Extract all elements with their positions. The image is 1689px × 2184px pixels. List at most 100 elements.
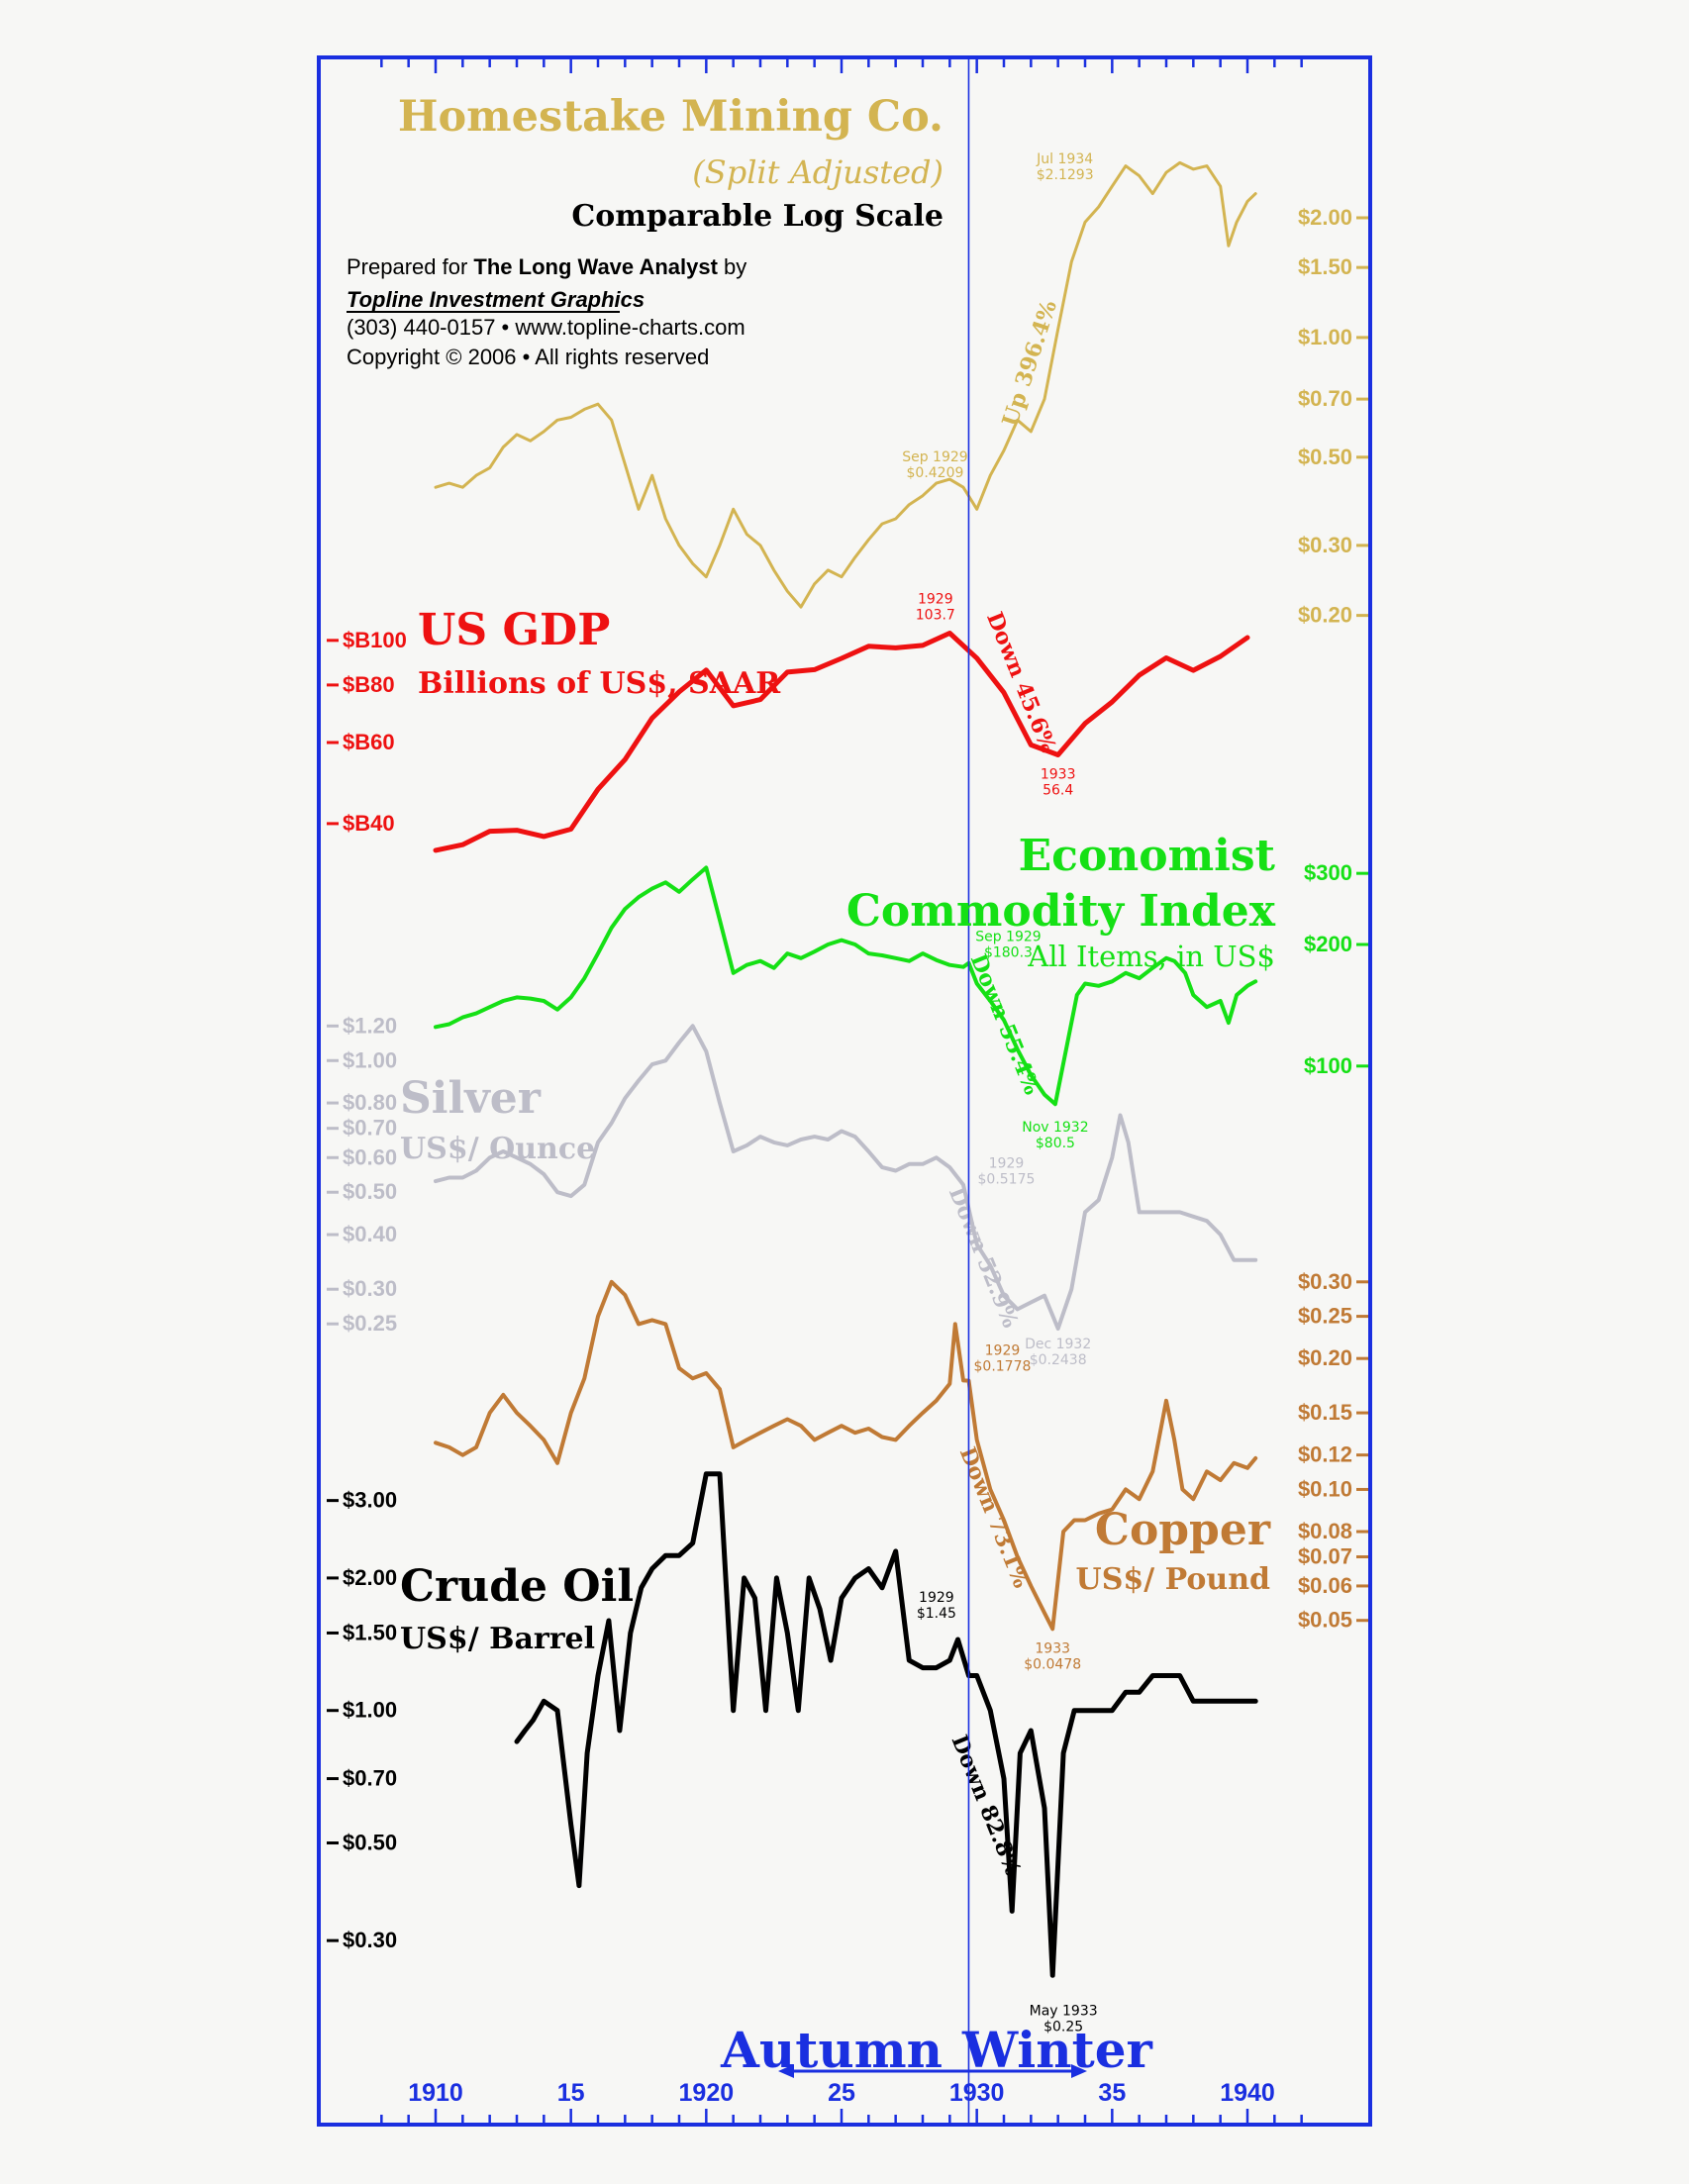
commodity-y-tick-label: $200 xyxy=(1304,932,1352,956)
chart-title: Homestake Mining Co. xyxy=(398,92,944,142)
gdp-y-tick-label: $B80 xyxy=(343,672,395,697)
copper-annotation-line: 1933 xyxy=(1035,1640,1070,1656)
prepared-client: The Long Wave Analyst xyxy=(473,254,718,279)
silver-y-tick-label: $0.40 xyxy=(343,1222,397,1246)
x-tick-label: 25 xyxy=(828,2079,855,2107)
commodity-title-line2: Commodity Index xyxy=(846,886,1276,937)
homestake-y-tick-label: $0.20 xyxy=(1298,603,1352,628)
copper-change-annotation: Down 73.1% xyxy=(954,1443,1035,1592)
homestake-annotation-line: Sep 1929 xyxy=(902,449,967,465)
silver-y-tick-label: $0.60 xyxy=(343,1144,397,1169)
commodity-subtitle: All Items, in US$ xyxy=(1027,940,1275,973)
gdp-annotation-line: 103.7 xyxy=(916,607,955,623)
copper-y-tick-label: $0.07 xyxy=(1298,1544,1352,1569)
scale-note: Comparable Log Scale xyxy=(571,199,944,234)
winter-label: Winter xyxy=(961,2021,1153,2079)
copper-annotation-line: $0.0478 xyxy=(1024,1656,1081,1672)
copper-y-tick-label: $0.08 xyxy=(1298,1519,1352,1543)
gdp-y-tick-label: $B100 xyxy=(343,628,407,652)
prepared-suffix: by xyxy=(718,254,746,279)
copper-y-tick-label: $0.30 xyxy=(1298,1269,1352,1294)
silver-series-line xyxy=(434,1024,1258,1331)
copyright-line: Copyright © 2006 • All rights reserved xyxy=(347,345,709,369)
copper-subtitle: US$/ Pound xyxy=(1076,1562,1270,1597)
prepared-prefix: Prepared for xyxy=(347,254,473,279)
silver-value-annotation: 1929 $0.5175 xyxy=(978,1156,1036,1188)
silver-y-tick-label: $1.00 xyxy=(343,1047,397,1072)
homestake-y-tick-label: $1.50 xyxy=(1298,254,1352,279)
silver-change-annotation: Down 52.9% xyxy=(944,1183,1024,1332)
copper-value-annotation: 1933 $0.0478 xyxy=(1024,1640,1081,1672)
crude_oil-y-tick-label: $2.00 xyxy=(343,1565,397,1590)
crude_oil-annotation-line: 1929 xyxy=(919,1590,954,1606)
crude_oil-change-annotation: Down 82.8% xyxy=(946,1732,1027,1880)
x-tick-label: 1940 xyxy=(1220,2079,1275,2107)
gdp-annotation-line: 1929 xyxy=(918,591,953,607)
commodity-annotation-line: $180.3 xyxy=(984,944,1033,960)
commodity-title-line1: Economist xyxy=(1019,831,1276,881)
commodity-annotation-line: $80.5 xyxy=(1036,1136,1075,1151)
prepared-line: Prepared for The Long Wave Analyst by xyxy=(347,254,746,279)
homestake-y-tick-label: $0.50 xyxy=(1298,445,1352,469)
silver-panel: $1.20 $1.00 $0.80$0.70 $0.60 $0.50 $0.40 $0.30… xyxy=(327,1013,1258,1368)
silver-annotation-line: Dec 1932 xyxy=(1025,1337,1091,1352)
copper-annotation-line: 1929 xyxy=(985,1343,1021,1359)
season-arrow-right-head xyxy=(1071,2064,1087,2078)
commodity-y-tick-label: $100 xyxy=(1304,1053,1352,1078)
gdp-y-tick-label: $B60 xyxy=(343,730,395,754)
silver-y-tick-label: $0.70 xyxy=(343,1116,397,1141)
crude_oil-y-tick-label: $3.00 xyxy=(343,1488,397,1513)
copper-y-tick-label: $0.20 xyxy=(1298,1345,1352,1370)
gdp-value-annotation: 1933 56.4 xyxy=(1041,766,1076,798)
crude_oil-y-tick-label: $0.30 xyxy=(343,1928,397,1952)
gdp-annotation-line: 56.4 xyxy=(1043,782,1073,798)
frame-ticks xyxy=(380,57,1303,2125)
x-tick-label: 1910 xyxy=(408,2079,463,2107)
copper-y-tick-label: $0.15 xyxy=(1298,1400,1352,1425)
crude_oil-y-tick-label: $0.50 xyxy=(343,1831,397,1855)
homestake-value-annotation: Sep 1929 $0.4209 xyxy=(902,449,967,481)
commodity-annotation-line: Nov 1932 xyxy=(1022,1120,1088,1136)
copper-y-tick-label: $0.05 xyxy=(1298,1608,1352,1633)
homestake-y-tick-label: $2.00 xyxy=(1298,205,1352,230)
crude_oil-y-tick-label: $1.00 xyxy=(343,1698,397,1723)
contact-line: (303) 440-0157 • www.topline-charts.com xyxy=(347,315,745,340)
copper-y-tick-label: $0.06 xyxy=(1298,1573,1352,1598)
crude_oil-value-annotation: 1929 $1.45 xyxy=(917,1590,956,1622)
season-labels: Autumn Winter xyxy=(720,2021,1152,2079)
commodity-series-line xyxy=(434,865,1258,1107)
silver-value-annotation: Dec 1932 $0.2438 xyxy=(1025,1337,1091,1368)
homestake-y-tick-label: $1.00 xyxy=(1298,325,1352,349)
silver-y-tick-label: $0.25 xyxy=(343,1311,397,1336)
crude_oil-annotation-line: $0.25 xyxy=(1043,2019,1083,2035)
crude_oil-y-tick-label: $0.70 xyxy=(343,1766,397,1791)
chart-frame xyxy=(317,55,1372,2127)
crude_oil-value-annotation: May 1933 $0.25 xyxy=(1030,2003,1098,2035)
gdp-annotation-line: 1933 xyxy=(1041,766,1076,782)
crude_oil-annotation-line: $1.45 xyxy=(917,1606,956,1622)
silver-y-tick-label: $0.30 xyxy=(343,1276,397,1301)
chart-subtitle: (Split Adjusted) xyxy=(692,153,944,191)
commodity-y-tick-label: $300 xyxy=(1304,860,1352,885)
autumn-label: Autumn xyxy=(720,2021,943,2079)
commodity-annotation-line: Sep 1929 xyxy=(975,929,1041,944)
crude_oil-annotation-line: May 1933 xyxy=(1030,2003,1098,2019)
copper-title: Copper xyxy=(1095,1505,1271,1555)
homestake-y-tick-label: $0.30 xyxy=(1298,533,1352,557)
company-name: Topline Investment Graphics xyxy=(347,287,645,312)
x-tick-label: 1920 xyxy=(679,2079,735,2107)
silver-subtitle: US$/ Ounce xyxy=(400,1132,595,1166)
homestake-value-annotation: Jul 1934 $2.1293 xyxy=(1036,151,1093,183)
homestake-annotation-line: $2.1293 xyxy=(1037,167,1094,183)
gdp-subtitle: Billions of US$, SAAR xyxy=(418,666,781,701)
copper-annotation-line: $0.1778 xyxy=(974,1359,1032,1375)
silver-y-tick-label: $0.50 xyxy=(343,1179,397,1204)
homestake-annotation-line: $0.4209 xyxy=(907,465,964,481)
silver-annotation-line: $0.5175 xyxy=(978,1172,1036,1188)
oil-subtitle: US$/ Barrel xyxy=(400,1622,595,1656)
commodity-value-annotation: Sep 1929 $180.3 xyxy=(975,929,1041,960)
silver-annotation-line: 1929 xyxy=(989,1156,1025,1172)
gdp-y-tick-label: $B40 xyxy=(343,811,395,836)
oil-title: Crude Oil xyxy=(400,1561,634,1612)
